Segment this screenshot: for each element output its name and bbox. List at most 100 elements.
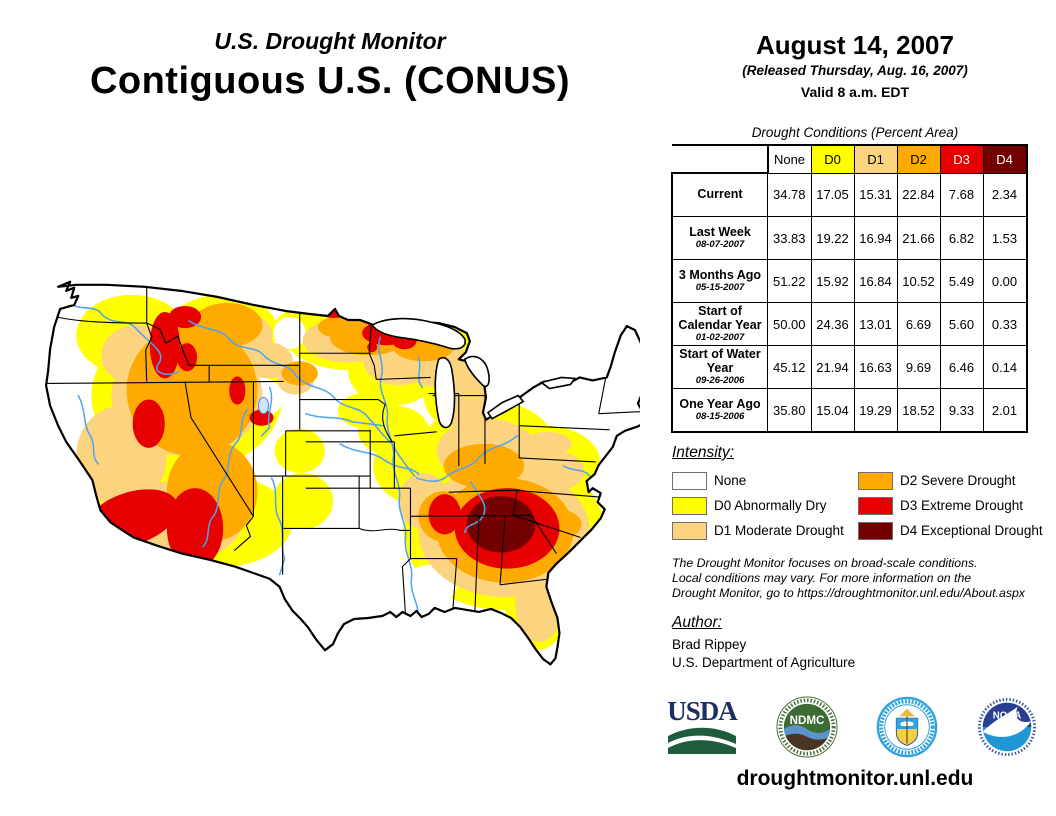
cell-value: 10.52 (896, 259, 941, 303)
row-date: 08-15-2006 (695, 411, 745, 423)
row-label: Last Week (689, 224, 751, 239)
col-header-d1: D1 (853, 144, 898, 174)
ndmc-seal-icon: NDMC (776, 695, 838, 758)
row-date: 05-15-2007 (695, 282, 745, 294)
table-row: Start of Water Year 09-26-2006 45.12 21.… (671, 345, 1028, 389)
valid-time: Valid 8 a.m. EDT (800, 84, 910, 100)
cell-value: 15.31 (853, 172, 898, 217)
conus-drought-map (36, 264, 653, 668)
great-lakes (371, 317, 576, 429)
usda-field-icon (668, 727, 736, 754)
lake-michigan (434, 356, 456, 429)
ndmc-logo: NDMC (776, 695, 838, 763)
cell-value: 6.46 (939, 345, 984, 389)
cell-value: 19.22 (810, 216, 855, 260)
cell-value: 15.92 (810, 259, 855, 303)
cell-value: 0.33 (982, 302, 1028, 346)
us-outline (44, 280, 653, 666)
author-name: Brad Rippey (672, 637, 747, 652)
legend-item-d0: D0 Abnormally Dry (672, 493, 858, 518)
table-header-row: None D0 D1 D2 D3 D4 (672, 144, 1028, 174)
cell-value: 50.00 (767, 302, 812, 346)
lake-superior (371, 317, 466, 350)
cell-value: 6.69 (896, 302, 941, 346)
cell-value: 45.12 (767, 345, 812, 389)
col-header-d2: D2 (896, 144, 941, 174)
usda-logo: USDA (666, 695, 738, 760)
legend-item-d1: D1 Moderate Drought (672, 518, 858, 543)
lake-huron (463, 355, 490, 388)
lake-ontario (539, 376, 576, 390)
row-label: Start of Water Year (679, 347, 761, 375)
state-boundaries (46, 285, 641, 615)
legend-label: D2 Severe Drought (900, 473, 1016, 488)
legend-label: D1 Moderate Drought (714, 523, 844, 538)
legend-item-d2: D2 Severe Drought (858, 468, 1044, 493)
intensity-heading: Intensity: (672, 444, 735, 461)
usda-wordmark: USDA (667, 695, 738, 726)
row-label: 3 Months Ago (678, 267, 762, 282)
lake-erie (486, 394, 525, 420)
table-row: Start of Calendar Year 01-02-2007 50.00 … (671, 302, 1028, 346)
d4-regions (466, 496, 536, 553)
cell-value: 2.34 (982, 172, 1028, 217)
cell-value: 34.78 (767, 172, 812, 217)
cell-value: 13.01 (853, 302, 898, 346)
noaa-seal-icon: NOAA (976, 696, 1038, 757)
d2-swatch (858, 471, 893, 490)
cell-value: 0.14 (982, 345, 1028, 389)
row-label: One Year Ago (679, 396, 761, 411)
legend-label: D4 Exceptional Drought (900, 523, 1043, 538)
table-corner-cell (672, 144, 768, 173)
d0-swatch (672, 496, 707, 515)
conus-map-svg (44, 280, 653, 666)
author-heading: Author: (672, 614, 722, 631)
svg-text:NOAA: NOAA (993, 710, 1021, 721)
page-title: Contiguous U.S. (CONUS) (89, 60, 571, 102)
legend-label: D3 Extreme Drought (900, 498, 1024, 513)
cell-value: 21.94 (810, 345, 855, 389)
cell-value: 0.00 (982, 259, 1028, 303)
cell-value: 51.22 (767, 259, 812, 303)
cell-value: 19.29 (853, 388, 898, 433)
noaa-logo: NOAA (976, 696, 1038, 763)
row-date: 01-02-2007 (695, 332, 745, 343)
cell-value: 1.53 (982, 216, 1028, 260)
table-row: Current 34.78 17.05 15.31 22.84 7.68 2.3… (671, 172, 1028, 217)
agency-logos: USDA NDMC (666, 695, 1038, 763)
report-supertitle: U.S. Drought Monitor (214, 28, 446, 54)
cell-value: 22.84 (896, 172, 941, 217)
cell-value: 9.69 (896, 345, 941, 389)
d4-swatch (858, 521, 893, 540)
table-row: One Year Ago 08-15-2006 35.80 15.04 19.2… (671, 388, 1028, 433)
author-organization: U.S. Department of Agriculture (672, 655, 856, 670)
col-header-d3: D3 (939, 144, 984, 174)
row-date: 09-26-2006 (695, 375, 745, 386)
cell-value: 9.33 (939, 388, 984, 433)
legend-label: None (714, 473, 747, 488)
drought-conditions-table: None D0 D1 D2 D3 D4 Current 34.78 17.05 … (671, 144, 1028, 433)
legend-item-none: None (672, 468, 858, 493)
cell-value: 7.68 (939, 172, 984, 217)
cell-value: 16.84 (853, 259, 898, 303)
table-row: Last Week 08-07-2007 33.83 19.22 16.94 2… (671, 216, 1028, 260)
disclaimer-line: Drought Monitor, go to https://droughtmo… (672, 586, 1025, 600)
d3-swatch (858, 496, 893, 515)
release-date: (Released Thursday, Aug. 16, 2007) (742, 63, 968, 78)
cell-value: 33.83 (767, 216, 812, 260)
cell-value: 16.94 (853, 216, 898, 260)
row-date: 08-07-2007 (695, 239, 745, 251)
cell-value: 15.04 (810, 388, 855, 433)
map-date: August 14, 2007 (756, 30, 954, 60)
disclaimer-text: The Drought Monitor focuses on broad-sca… (672, 556, 1052, 601)
col-header-none: None (766, 144, 812, 174)
svg-text:NDMC: NDMC (790, 714, 825, 727)
col-header-d0: D0 (810, 144, 855, 174)
disclaimer-line: Local conditions may vary. For more info… (672, 571, 972, 585)
cell-value: 21.66 (896, 216, 941, 260)
cell-value: 6.82 (939, 216, 984, 260)
row-label: Start of Calendar Year (678, 304, 762, 332)
cell-value: 35.80 (767, 388, 812, 433)
cell-value: 5.49 (939, 259, 984, 303)
